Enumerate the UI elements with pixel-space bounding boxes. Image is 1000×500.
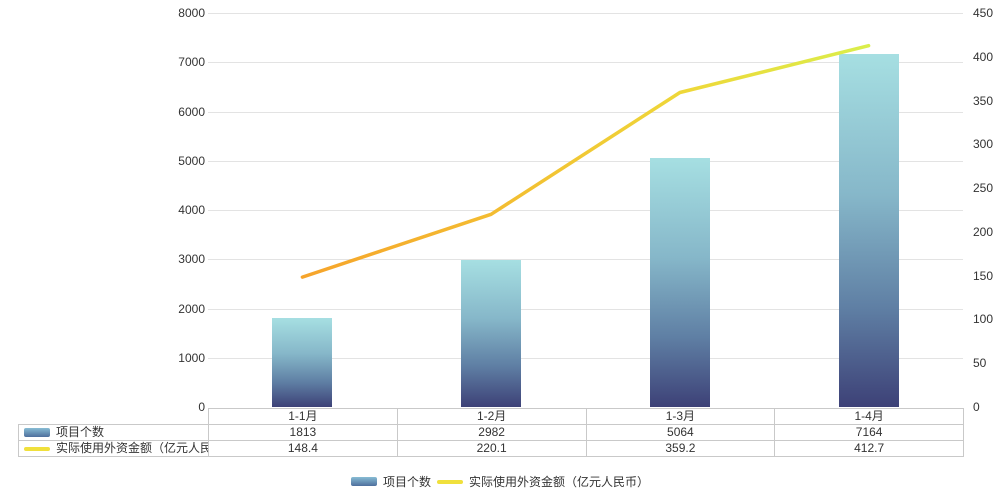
legend: 项目个数 实际使用外资金额（亿元人民币） — [0, 473, 1000, 490]
table-legend-label: 实际使用外资金额（亿元人民币） — [56, 441, 208, 456]
y-axis-right-tick-label: 100 — [973, 312, 994, 326]
gridline — [208, 358, 963, 359]
table-header-cell: 1-2月 — [396, 408, 587, 425]
data-table: 1-1月 1-2月 1-3月 1-4月 项目个数 1813 2982 5064 7164 实际使用… — [18, 408, 964, 457]
y-axis-left-tick-label: 8000 — [178, 6, 205, 20]
y-axis-left-tick-label: 0 — [198, 400, 205, 414]
y-axis-right-tick-label: 200 — [973, 225, 994, 239]
table-value-cell: 2982 — [396, 424, 587, 441]
y-axis-right-tick-label: 450 — [973, 6, 994, 20]
legend-item-bar-series[interactable]: 项目个数 — [350, 473, 431, 490]
bar-series-swatch-icon — [350, 477, 377, 486]
y-axis-left-tick-label: 5000 — [178, 154, 205, 168]
table-value-cell: 5064 — [585, 424, 776, 441]
table-value-cell: 412.7 — [774, 440, 964, 457]
table-header-cell: 1-4月 — [774, 408, 964, 425]
legend-label-line-series: 实际使用外资金额（亿元人民币） — [469, 475, 650, 489]
y-axis-left-tick-label: 4000 — [178, 203, 205, 217]
y-axis-left-tick-label: 1000 — [178, 351, 205, 365]
gridline — [208, 13, 963, 14]
line-series-swatch-icon — [24, 446, 50, 451]
table-value-cell: 7164 — [774, 424, 964, 441]
gridline — [208, 309, 963, 310]
table-value-cell: 359.2 — [585, 440, 776, 457]
y-axis-left-tick-label: 7000 — [178, 55, 205, 69]
table-corner-cell — [19, 409, 209, 425]
y-axis-right-tick-label: 350 — [973, 94, 994, 108]
y-axis-right-tick-label: 400 — [973, 50, 994, 64]
bar-1-1月[interactable] — [272, 318, 332, 407]
y-axis-right-tick-label: 150 — [973, 269, 994, 283]
y-axis-left-tick-label: 6000 — [178, 105, 205, 119]
y-axis-right-tick-label: 50 — [973, 356, 987, 370]
table-header-cell: 1-3月 — [585, 408, 776, 425]
table-row: 项目个数 1813 2982 5064 7164 — [18, 424, 964, 441]
table-header-row: 1-1月 1-2月 1-3月 1-4月 — [19, 408, 964, 425]
table-legend-cell: 项目个数 — [18, 424, 209, 441]
bar-series-swatch-icon — [24, 428, 50, 438]
y-axis-left-tick-label: 2000 — [178, 302, 205, 316]
table-header-cell: 1-1月 — [208, 408, 398, 425]
y-axis-left-tick-label: 3000 — [178, 252, 205, 266]
bar-1-3月[interactable] — [650, 158, 710, 407]
line-series-swatch-icon — [437, 479, 463, 484]
y-axis-right-tick-label: 250 — [973, 181, 994, 195]
table-legend-label: 项目个数 — [56, 425, 105, 440]
y-axis-right-tick-label: 300 — [973, 137, 994, 151]
legend-label-bar-series: 项目个数 — [382, 475, 431, 489]
table-value-cell: 148.4 — [208, 440, 398, 457]
legend-item-line-series[interactable]: 实际使用外资金额（亿元人民币） — [437, 473, 649, 490]
bar-1-2月[interactable] — [461, 260, 521, 407]
y-axis-right-tick-label: 0 — [973, 400, 980, 414]
table-legend-cell: 实际使用外资金额（亿元人民币） — [18, 440, 209, 457]
table-value-cell: 1813 — [208, 424, 398, 441]
table-value-cell: 220.1 — [396, 440, 587, 457]
bar-1-4月[interactable] — [839, 54, 899, 407]
